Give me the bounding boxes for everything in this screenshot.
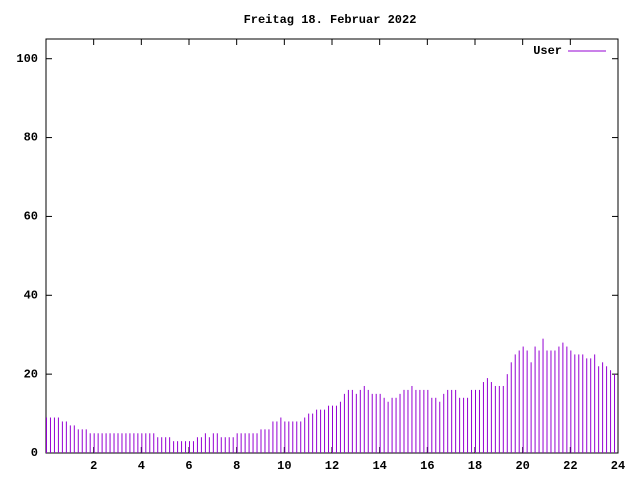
x-tick-label: 24 bbox=[611, 459, 625, 473]
y-tick-label: 40 bbox=[24, 288, 38, 302]
x-tick-label: 12 bbox=[325, 459, 339, 473]
legend-label: User bbox=[533, 44, 562, 58]
x-tick-label: 16 bbox=[420, 459, 434, 473]
y-tick-label: 20 bbox=[24, 367, 38, 381]
y-tick-label: 80 bbox=[24, 131, 38, 145]
x-tick-label: 14 bbox=[372, 459, 386, 473]
x-tick-label: 20 bbox=[515, 459, 529, 473]
y-tick-label: 100 bbox=[16, 52, 38, 66]
y-tick-label: 60 bbox=[24, 210, 38, 224]
x-tick-label: 6 bbox=[185, 459, 192, 473]
x-tick-label: 2 bbox=[90, 459, 97, 473]
chart-title: Freitag 18. Februar 2022 bbox=[244, 13, 417, 27]
x-tick-label: 18 bbox=[468, 459, 482, 473]
x-tick-label: 10 bbox=[277, 459, 291, 473]
y-tick-label: 0 bbox=[31, 446, 38, 460]
x-tick-label: 4 bbox=[138, 459, 145, 473]
plot-frame bbox=[45, 38, 619, 454]
x-tick-label: 22 bbox=[563, 459, 577, 473]
x-tick-label: 8 bbox=[233, 459, 240, 473]
